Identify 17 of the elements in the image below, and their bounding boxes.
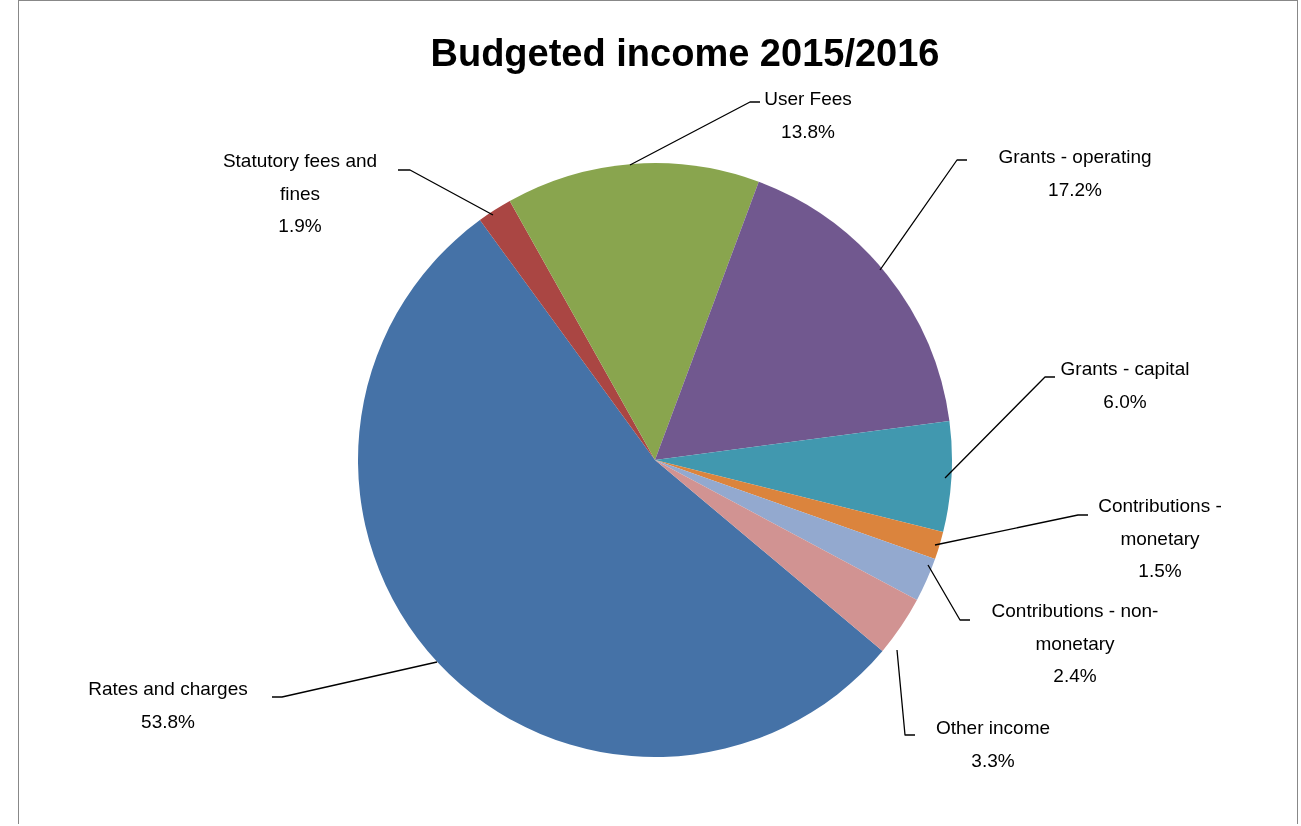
- chart-title: Budgeted income 2015/2016: [430, 32, 940, 75]
- slice-label: User Fees: [764, 88, 852, 110]
- data-label: 53.8%: [141, 710, 196, 732]
- data-label: 2.4%: [1053, 665, 1097, 687]
- slice-label: Grants - capital: [1060, 358, 1190, 380]
- slice-label: Rates and charges: [88, 678, 248, 700]
- slice-label: Other income: [935, 717, 1051, 739]
- slice-label: Statutory fees and fines: [222, 150, 378, 204]
- data-label: 1.5%: [1138, 560, 1182, 582]
- data-label: 1.9%: [278, 215, 322, 237]
- slice-label: Contributions - monetary: [1098, 495, 1222, 549]
- data-label: 13.8%: [781, 120, 836, 142]
- data-label: 3.3%: [971, 749, 1015, 771]
- data-label: 17.2%: [1048, 178, 1103, 200]
- slice-label: Grants - operating: [998, 146, 1152, 168]
- data-label: 6.0%: [1103, 390, 1147, 412]
- slice-label: Contributions - non-monetary: [991, 600, 1159, 654]
